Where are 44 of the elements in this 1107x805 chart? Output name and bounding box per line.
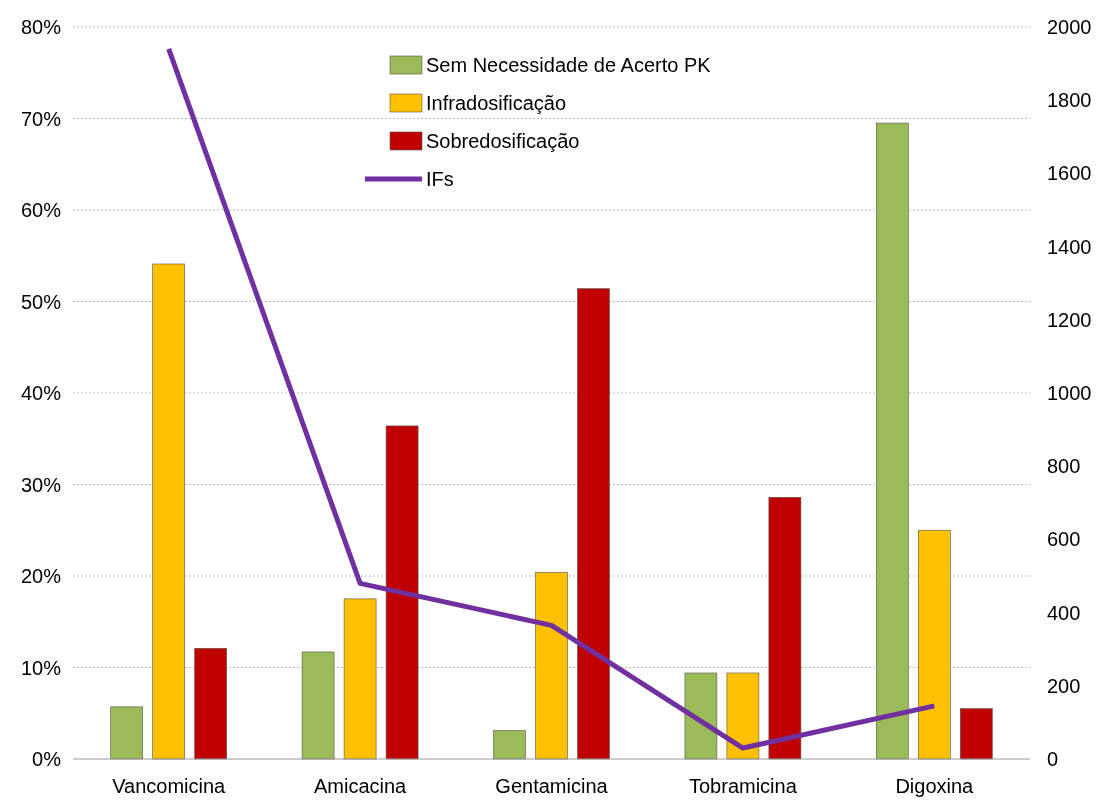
bar bbox=[768, 497, 802, 760]
legend-label: IFs bbox=[426, 168, 454, 190]
bar bbox=[577, 288, 610, 760]
bar bbox=[493, 730, 526, 760]
x-tick-label: Gentamicina bbox=[495, 775, 609, 797]
y2-tick-label: 1600 bbox=[1047, 162, 1092, 185]
legend-label: Sobredosificação bbox=[426, 130, 580, 152]
x-tick-label: Tobramicina bbox=[688, 775, 798, 797]
bar bbox=[918, 529, 951, 760]
y2-tick-label: 200 bbox=[1047, 674, 1081, 697]
x-tick-label: Vancomicina bbox=[112, 775, 227, 797]
x-tick-label: Digoxina bbox=[895, 775, 975, 797]
y2-tick-label: 1800 bbox=[1047, 89, 1092, 112]
y-tick-label: 0% bbox=[32, 748, 62, 770]
y2-tick-label: 0 bbox=[1047, 748, 1059, 770]
bar bbox=[535, 572, 568, 760]
y2-tick-label: 800 bbox=[1047, 455, 1081, 478]
y-tick-label: 60% bbox=[20, 199, 62, 221]
y-tick-label: 10% bbox=[20, 656, 62, 679]
y2-tick-label: 1400 bbox=[1047, 235, 1092, 258]
y2-tick-label: 1000 bbox=[1047, 382, 1092, 404]
y2-tick-label: 600 bbox=[1047, 528, 1081, 551]
y-tick-label: 70% bbox=[20, 107, 62, 130]
bar bbox=[152, 263, 185, 760]
bar bbox=[726, 672, 760, 760]
bar bbox=[194, 647, 227, 760]
y2-tick-label: 2000 bbox=[1047, 16, 1092, 38]
y2-tick-label: 1200 bbox=[1047, 308, 1092, 331]
y-tick-label: 80% bbox=[20, 16, 62, 38]
bar bbox=[301, 651, 335, 760]
bar bbox=[876, 122, 909, 760]
legend-label: Infradosificação bbox=[426, 92, 567, 114]
bar bbox=[343, 598, 377, 760]
x-tick-label: Amicacina bbox=[313, 775, 408, 797]
bar bbox=[684, 672, 718, 760]
bar bbox=[110, 706, 143, 760]
y-tick-label: 40% bbox=[20, 382, 62, 404]
y-tick-label: 50% bbox=[20, 290, 62, 313]
bar bbox=[960, 708, 993, 760]
y2-tick-label: 400 bbox=[1047, 601, 1081, 624]
y-tick-label: 20% bbox=[20, 565, 62, 587]
legend-label: Sem Necessidade de Acerto PK bbox=[426, 54, 712, 76]
y-tick-label: 30% bbox=[20, 473, 62, 496]
bar bbox=[385, 425, 419, 760]
